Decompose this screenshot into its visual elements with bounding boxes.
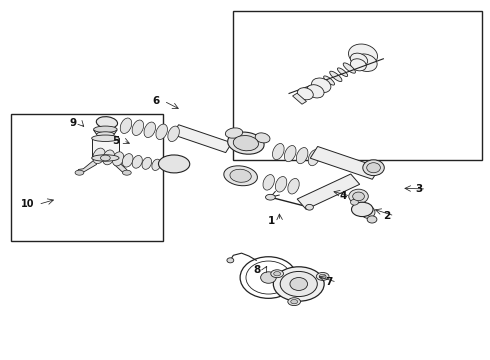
Ellipse shape bbox=[280, 271, 318, 297]
Ellipse shape bbox=[227, 258, 234, 263]
Ellipse shape bbox=[338, 68, 348, 76]
Ellipse shape bbox=[228, 132, 264, 154]
Ellipse shape bbox=[113, 152, 124, 166]
Polygon shape bbox=[172, 125, 232, 153]
Ellipse shape bbox=[230, 169, 251, 182]
Text: 3: 3 bbox=[415, 184, 422, 194]
Ellipse shape bbox=[324, 76, 335, 85]
Ellipse shape bbox=[158, 155, 190, 173]
Ellipse shape bbox=[97, 132, 114, 137]
Ellipse shape bbox=[296, 148, 308, 164]
Ellipse shape bbox=[363, 160, 384, 176]
Ellipse shape bbox=[132, 120, 144, 135]
Ellipse shape bbox=[156, 124, 168, 140]
Ellipse shape bbox=[262, 286, 267, 292]
Ellipse shape bbox=[367, 216, 377, 223]
Ellipse shape bbox=[120, 118, 132, 134]
Ellipse shape bbox=[354, 54, 377, 72]
Polygon shape bbox=[293, 93, 306, 104]
Polygon shape bbox=[310, 147, 380, 179]
Ellipse shape bbox=[122, 170, 131, 175]
Ellipse shape bbox=[350, 53, 368, 66]
Text: 1: 1 bbox=[268, 216, 275, 226]
Ellipse shape bbox=[249, 279, 257, 282]
Text: 4: 4 bbox=[339, 191, 346, 201]
Ellipse shape bbox=[307, 85, 324, 98]
Ellipse shape bbox=[317, 273, 329, 280]
Polygon shape bbox=[297, 174, 360, 209]
Ellipse shape bbox=[276, 283, 283, 288]
Ellipse shape bbox=[103, 150, 115, 165]
Ellipse shape bbox=[263, 175, 274, 190]
Ellipse shape bbox=[350, 199, 358, 205]
Ellipse shape bbox=[367, 163, 380, 173]
Ellipse shape bbox=[330, 71, 342, 81]
Ellipse shape bbox=[266, 194, 275, 200]
Text: 9: 9 bbox=[70, 118, 76, 128]
Ellipse shape bbox=[350, 59, 367, 71]
Text: 5: 5 bbox=[112, 136, 119, 145]
Ellipse shape bbox=[288, 179, 299, 194]
Ellipse shape bbox=[100, 155, 110, 161]
Ellipse shape bbox=[349, 189, 368, 203]
Bar bbox=[233, 12, 482, 160]
Ellipse shape bbox=[94, 126, 117, 132]
Ellipse shape bbox=[348, 44, 377, 66]
Polygon shape bbox=[92, 138, 119, 158]
Ellipse shape bbox=[343, 63, 355, 73]
Ellipse shape bbox=[92, 155, 119, 161]
Polygon shape bbox=[77, 158, 97, 173]
Ellipse shape bbox=[291, 300, 297, 304]
Bar bbox=[11, 114, 163, 241]
Ellipse shape bbox=[280, 273, 287, 276]
Text: 10: 10 bbox=[21, 199, 34, 210]
Ellipse shape bbox=[308, 149, 320, 166]
Text: 8: 8 bbox=[253, 265, 260, 275]
Ellipse shape bbox=[168, 126, 179, 141]
Ellipse shape bbox=[233, 135, 258, 151]
Ellipse shape bbox=[312, 78, 331, 93]
Ellipse shape bbox=[351, 202, 373, 217]
Ellipse shape bbox=[361, 206, 375, 219]
Ellipse shape bbox=[272, 144, 284, 160]
Ellipse shape bbox=[270, 264, 275, 269]
Ellipse shape bbox=[246, 261, 291, 294]
Ellipse shape bbox=[75, 170, 84, 175]
Ellipse shape bbox=[122, 154, 133, 167]
Text: 6: 6 bbox=[152, 96, 160, 106]
Ellipse shape bbox=[255, 133, 270, 143]
Ellipse shape bbox=[353, 192, 365, 201]
Ellipse shape bbox=[132, 156, 142, 168]
Ellipse shape bbox=[152, 159, 161, 171]
Ellipse shape bbox=[254, 267, 261, 272]
Ellipse shape bbox=[240, 257, 297, 298]
Ellipse shape bbox=[271, 270, 284, 278]
Text: 2: 2 bbox=[383, 211, 391, 221]
Ellipse shape bbox=[306, 204, 314, 210]
Ellipse shape bbox=[288, 298, 300, 306]
Ellipse shape bbox=[224, 166, 257, 186]
Ellipse shape bbox=[261, 272, 276, 283]
Ellipse shape bbox=[274, 271, 281, 276]
Ellipse shape bbox=[275, 176, 287, 192]
Text: 7: 7 bbox=[325, 277, 333, 287]
Ellipse shape bbox=[225, 128, 243, 138]
Ellipse shape bbox=[297, 88, 313, 100]
Ellipse shape bbox=[93, 148, 105, 164]
Ellipse shape bbox=[144, 122, 155, 138]
Ellipse shape bbox=[284, 145, 296, 162]
Ellipse shape bbox=[92, 135, 119, 141]
Ellipse shape bbox=[319, 274, 326, 279]
Ellipse shape bbox=[142, 157, 151, 169]
Polygon shape bbox=[94, 130, 117, 134]
Ellipse shape bbox=[273, 267, 324, 301]
Ellipse shape bbox=[290, 278, 308, 291]
Polygon shape bbox=[114, 158, 129, 174]
Ellipse shape bbox=[97, 117, 118, 129]
